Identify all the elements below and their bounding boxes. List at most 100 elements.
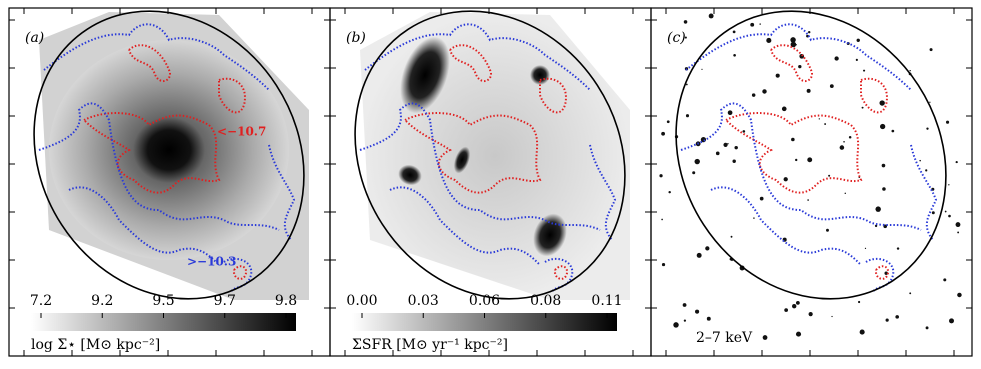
source bbox=[948, 184, 950, 186]
source bbox=[844, 192, 846, 195]
source bbox=[790, 37, 796, 43]
colorbar bbox=[31, 313, 296, 331]
source bbox=[919, 159, 921, 162]
contour bbox=[860, 77, 888, 114]
source bbox=[957, 231, 960, 234]
source bbox=[791, 137, 795, 142]
source bbox=[882, 187, 886, 191]
annotation: >−10.3 bbox=[187, 255, 236, 269]
contour bbox=[865, 257, 895, 293]
source bbox=[795, 158, 798, 162]
image-blob bbox=[400, 36, 450, 114]
source bbox=[925, 169, 928, 172]
source bbox=[929, 101, 931, 103]
source bbox=[668, 190, 671, 194]
source bbox=[683, 20, 688, 24]
source bbox=[875, 206, 881, 212]
image-blob bbox=[533, 213, 567, 257]
image bbox=[49, 40, 289, 260]
source bbox=[839, 145, 845, 150]
source bbox=[750, 22, 755, 27]
source bbox=[723, 142, 728, 147]
source bbox=[945, 120, 950, 124]
contour bbox=[404, 112, 542, 194]
source bbox=[857, 300, 861, 304]
source bbox=[864, 247, 867, 250]
source bbox=[795, 331, 802, 337]
source bbox=[874, 224, 878, 228]
source bbox=[806, 88, 811, 93]
contour bbox=[544, 257, 574, 293]
panel-label: (b) bbox=[346, 30, 366, 46]
contour bbox=[83, 112, 221, 194]
contour bbox=[389, 186, 541, 266]
source bbox=[661, 218, 663, 221]
image-blob bbox=[453, 146, 471, 174]
source bbox=[666, 120, 670, 124]
contour bbox=[68, 186, 220, 266]
contour bbox=[553, 265, 568, 280]
colorbar-tick-label: 9.5 bbox=[152, 293, 174, 309]
source bbox=[706, 316, 711, 321]
source bbox=[818, 118, 820, 120]
image bbox=[360, 12, 630, 300]
source bbox=[856, 38, 860, 42]
source bbox=[684, 36, 687, 39]
colorbar-label: ΣSFR [M⊙ yr⁻¹ kpc⁻²] bbox=[352, 337, 508, 353]
source bbox=[701, 68, 703, 70]
contour bbox=[232, 265, 247, 280]
source bbox=[762, 335, 768, 340]
source bbox=[843, 141, 845, 143]
panel-label: (c) bbox=[667, 30, 686, 46]
aperture bbox=[33, 10, 305, 300]
source bbox=[792, 304, 797, 309]
source bbox=[733, 53, 736, 57]
source bbox=[766, 37, 772, 44]
source bbox=[799, 53, 805, 59]
panel: (a) 7.2 9.2 9.5 9.7 9.8 log Σ⋆ [M⊙ kpc⁻²] <−10.… bbox=[8, 7, 331, 357]
source bbox=[826, 228, 829, 232]
source bbox=[807, 30, 811, 34]
source bbox=[751, 93, 756, 97]
image-blob bbox=[530, 65, 550, 85]
source bbox=[762, 89, 767, 94]
source bbox=[753, 217, 755, 219]
source bbox=[885, 318, 889, 322]
source bbox=[781, 106, 787, 112]
source bbox=[705, 246, 710, 251]
panel-label: (a) bbox=[25, 30, 44, 46]
source bbox=[855, 58, 858, 61]
source bbox=[895, 315, 899, 319]
contour bbox=[725, 112, 863, 194]
contour bbox=[268, 144, 296, 241]
contour bbox=[710, 186, 862, 266]
source bbox=[708, 13, 714, 19]
source bbox=[808, 312, 813, 317]
contour bbox=[128, 44, 171, 83]
colorbar-tick-label: 0.06 bbox=[469, 293, 500, 309]
source bbox=[944, 210, 947, 213]
source bbox=[955, 222, 961, 228]
source bbox=[783, 177, 788, 182]
panel: (c) 2–7 keV bbox=[650, 7, 973, 357]
source bbox=[926, 127, 929, 130]
source bbox=[795, 300, 800, 305]
source bbox=[829, 84, 834, 88]
aperture bbox=[675, 10, 947, 300]
colorbar-label: log Σ⋆ [M⊙ kpc⁻²] bbox=[31, 337, 160, 353]
contour bbox=[449, 44, 492, 83]
colorbar-tick-label: 0.00 bbox=[346, 293, 377, 309]
contour bbox=[685, 23, 912, 91]
annotation: <−10.7 bbox=[217, 125, 266, 139]
source bbox=[784, 308, 788, 312]
source bbox=[929, 48, 933, 52]
source bbox=[685, 83, 688, 86]
panel: (b) 0.00 0.03 0.06 0.08 0.11 ΣSFR [M⊙ yr⁻¹ kpc… bbox=[329, 7, 652, 357]
source bbox=[909, 69, 911, 72]
source bbox=[695, 309, 700, 314]
source bbox=[683, 319, 687, 322]
source bbox=[692, 171, 696, 175]
image-blob bbox=[398, 164, 422, 186]
source bbox=[661, 131, 665, 136]
source bbox=[732, 30, 736, 34]
